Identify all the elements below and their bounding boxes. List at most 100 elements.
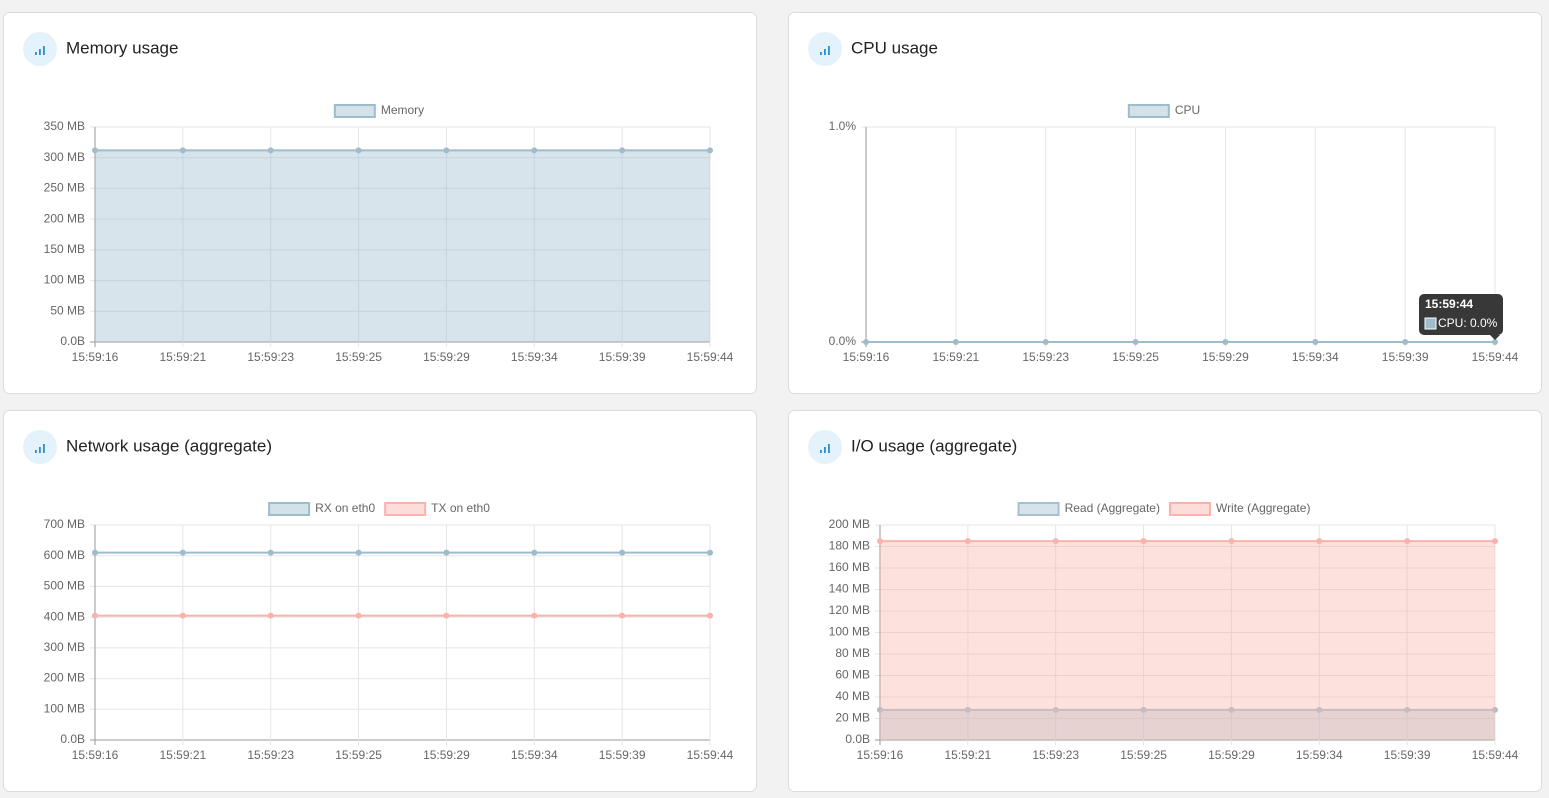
x-tick-label: 15:59:16 <box>843 350 890 364</box>
y-tick-label: 50 MB <box>50 303 85 317</box>
point <box>443 147 450 154</box>
point <box>1222 339 1229 345</box>
x-tick-label: 15:59:21 <box>944 748 991 762</box>
y-tick-label: 0.0B <box>60 334 85 348</box>
x-tick-label: 15:59:16 <box>72 350 119 364</box>
card-icon-bar <box>820 52 822 55</box>
x-tick-label: 15:59:44 <box>687 748 734 762</box>
x-tick-label: 15:59:29 <box>423 350 470 364</box>
x-tick-label: 15:59:16 <box>72 748 119 762</box>
y-tick-label: 100 MB <box>44 701 85 715</box>
y-tick-label: 0.0B <box>60 732 85 746</box>
tooltip-swatch <box>1424 317 1437 330</box>
y-tick-label: 100 MB <box>44 273 85 287</box>
point <box>1404 538 1411 545</box>
legend-swatch <box>333 104 376 118</box>
x-tick-label: 15:59:39 <box>599 350 646 364</box>
card-icon-bar <box>35 52 37 55</box>
point <box>531 612 538 619</box>
card-icon-bar <box>43 444 45 453</box>
point <box>531 147 538 154</box>
y-tick-label: 40 MB <box>835 689 870 703</box>
legend-label: TX on eth0 <box>431 501 490 515</box>
x-tick-label: 15:59:25 <box>335 748 382 762</box>
x-tick-label: 15:59:21 <box>159 748 206 762</box>
card-title: Memory usage <box>66 38 178 57</box>
point <box>1052 706 1059 713</box>
point <box>1316 538 1323 545</box>
point <box>531 549 538 556</box>
point <box>267 549 274 556</box>
point <box>1492 706 1498 713</box>
card-icon-bar <box>35 450 37 453</box>
legend-swatch <box>384 502 427 516</box>
x-tick-label: 15:59:23 <box>1032 748 1079 762</box>
y-tick-label: 300 MB <box>44 640 85 654</box>
card-icon-bar <box>824 447 826 453</box>
y-tick-label: 80 MB <box>835 646 870 660</box>
point <box>964 706 971 713</box>
point <box>1052 538 1059 545</box>
legend-swatch <box>1127 104 1170 118</box>
card-title: I/O usage (aggregate) <box>851 436 1017 455</box>
card-title: CPU usage <box>851 38 938 57</box>
point <box>179 612 186 619</box>
y-tick-label: 300 MB <box>44 150 85 164</box>
x-tick-label: 15:59:25 <box>335 350 382 364</box>
y-tick-label: 600 MB <box>44 548 85 562</box>
point <box>707 612 713 619</box>
y-tick-label: 100 MB <box>829 625 870 639</box>
point <box>92 612 98 619</box>
x-tick-label: 15:59:39 <box>599 748 646 762</box>
x-tick-label: 15:59:25 <box>1112 350 1159 364</box>
card: CPU usage 0.0% 1.0% 15:59:16 15:59:21 15:59:2… <box>788 12 1542 394</box>
x-tick-label: 15:59:34 <box>511 350 558 364</box>
point <box>707 147 713 154</box>
card-background <box>788 12 1542 394</box>
x-tick-label: 15:59:44 <box>1472 748 1519 762</box>
point <box>1316 706 1323 713</box>
card-icon-bar <box>820 450 822 453</box>
legend-swatch <box>1168 502 1211 516</box>
point <box>619 147 626 154</box>
y-tick-label: 500 MB <box>44 579 85 593</box>
point <box>443 612 450 619</box>
y-tick-label: 120 MB <box>829 603 870 617</box>
x-tick-label: 15:59:39 <box>1384 748 1431 762</box>
y-tick-label: 0.0% <box>829 334 857 348</box>
y-tick-label: 700 MB <box>44 517 85 531</box>
y-tick-label: 200 MB <box>44 671 85 685</box>
x-tick-label: 15:59:39 <box>1382 350 1429 364</box>
legend-label: Read (Aggregate) <box>1065 501 1160 515</box>
y-tick-label: 20 MB <box>835 711 870 725</box>
x-tick-label: 15:59:44 <box>1472 350 1519 364</box>
y-tick-label: 200 MB <box>44 211 85 225</box>
point <box>619 549 626 556</box>
y-tick-label: 200 MB <box>829 517 870 531</box>
point <box>964 538 971 545</box>
card-icon-bar <box>39 447 41 453</box>
x-tick-label: 15:59:16 <box>857 748 904 762</box>
tooltip-title: 15:59:44 <box>1425 297 1473 311</box>
legend: RX on eth0 TX on eth0 <box>268 501 490 516</box>
point <box>877 538 883 545</box>
card-icon-bar <box>43 46 45 55</box>
point <box>1132 339 1139 345</box>
card-icon-bar <box>828 444 830 453</box>
x-tick-label: 15:59:23 <box>247 350 294 364</box>
point <box>1312 339 1319 345</box>
legend: CPU <box>1127 103 1200 118</box>
x-tick-label: 15:59:34 <box>1296 748 1343 762</box>
y-tick-label: 140 MB <box>829 582 870 596</box>
legend: Read (Aggregate) Write (Aggregate) <box>1017 501 1310 516</box>
tooltip-box <box>1419 294 1503 335</box>
legend: Memory <box>333 103 424 118</box>
point <box>355 612 362 619</box>
area <box>880 709 1495 740</box>
x-tick-label: 15:59:29 <box>1202 350 1249 364</box>
card: Network usage (aggregate) 0.0B 100 MB 200 M… <box>3 410 757 792</box>
point <box>267 147 274 154</box>
tooltip-arrow <box>1490 335 1500 340</box>
